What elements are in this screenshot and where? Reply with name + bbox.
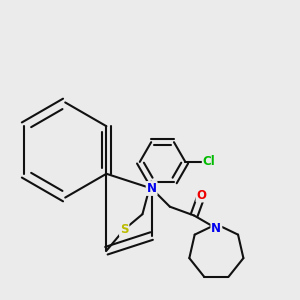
Text: N: N xyxy=(147,182,157,195)
Text: N: N xyxy=(212,222,221,235)
Text: O: O xyxy=(196,188,206,202)
Text: S: S xyxy=(120,223,128,236)
Text: Cl: Cl xyxy=(203,155,215,168)
